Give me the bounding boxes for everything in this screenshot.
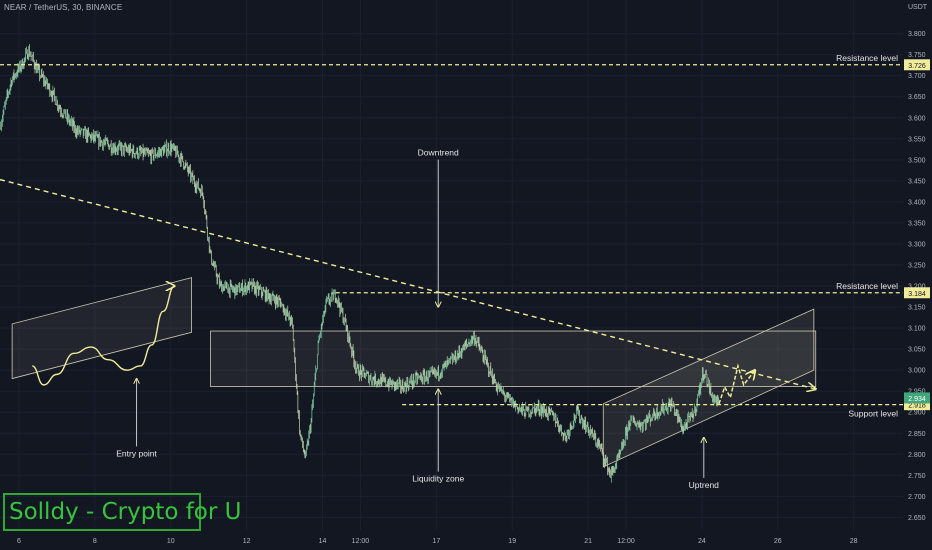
level-label: Support level — [848, 409, 898, 419]
y-tick-label: 3.700 — [908, 73, 926, 80]
y-tick-label: 3.650 — [908, 94, 926, 101]
annotations-layer: Resistance level Resistance level Support … — [116, 53, 898, 490]
annotation-label: Uptrend — [689, 480, 720, 490]
y-tick-label: 2.950 — [908, 389, 926, 396]
level-price-tag — [904, 399, 930, 411]
projection-path — [718, 363, 755, 405]
level-price-tag — [904, 59, 930, 71]
candles-layer — [0, 44, 720, 483]
entry-example-curve — [31, 286, 174, 386]
y-tick-label: 3.000 — [908, 368, 926, 375]
x-tick-label: 12:00 — [352, 538, 370, 545]
y-tick-label: 3.250 — [908, 263, 926, 270]
uptrend-channel — [602, 308, 815, 468]
level-price-tag-text: 3.726 — [908, 63, 926, 70]
y-tick-label: 3.450 — [908, 178, 926, 185]
x-tick-label: 6 — [17, 538, 21, 545]
y-tick-label: 3.200 — [908, 284, 926, 291]
chart-grid — [0, 0, 903, 530]
entry-example-channel — [11, 277, 193, 380]
level-price-tag-text: 3.184 — [908, 291, 926, 298]
x-tick-label: 10 — [167, 538, 175, 545]
y-tick-label: 3.750 — [908, 52, 926, 59]
x-tick-label: 19 — [508, 538, 516, 545]
x-tick-label: 21 — [584, 538, 592, 545]
level-price-tag-text: 2.918 — [908, 403, 926, 410]
y-tick-label: 3.800 — [908, 31, 926, 38]
level-label: Resistance level — [836, 53, 898, 63]
level-label: Resistance level — [836, 281, 898, 291]
y-tick-label: 2.800 — [908, 452, 926, 459]
brand-watermark: Solldy - Crypto for U — [3, 493, 241, 531]
liquidity-zone — [210, 330, 817, 387]
y-tick-label: 3.600 — [908, 115, 926, 122]
price-axis[interactable]: 3.800 3.750 3.700 3.650 3.600 3.550 3.500 3.450… — [908, 31, 926, 522]
current-price-tag — [904, 392, 930, 404]
level-price-tag — [904, 287, 930, 299]
x-tick-label: 14 — [319, 538, 327, 545]
x-tick-label: 28 — [850, 538, 858, 545]
y-tick-label: 3.300 — [908, 241, 926, 248]
x-tick-label: 17 — [432, 538, 440, 545]
annotation-label: Downtrend — [418, 148, 459, 158]
y-tick-label: 3.150 — [908, 305, 926, 312]
x-tick-label: 12 — [243, 538, 251, 545]
y-tick-label: 3.500 — [908, 157, 926, 164]
x-tick-label: 26 — [774, 538, 782, 545]
y-tick-label: 3.400 — [908, 199, 926, 206]
y-tick-label: 3.350 — [908, 220, 926, 227]
y-tick-label: 3.050 — [908, 347, 926, 354]
time-axis[interactable]: 6 8 10 12 14 12:00 17 19 21 12:00 24 26 28 — [17, 538, 858, 545]
symbol-header[interactable]: NEAR / TetherUS, 30, BINANCE — [4, 3, 123, 12]
y-tick-label: 2.850 — [908, 431, 926, 438]
x-tick-label: 8 — [93, 538, 97, 545]
x-tick-label: 24 — [698, 538, 706, 545]
zones-layer — [11, 277, 817, 468]
current-price-tag-text: 2.934 — [908, 396, 926, 403]
x-tick-label: 12:00 — [617, 538, 635, 545]
currency-label: USDT — [908, 4, 928, 11]
y-tick-label: 2.900 — [908, 410, 926, 417]
y-tick-label: 2.650 — [908, 515, 926, 522]
annotation-label: Entry point — [116, 448, 157, 458]
y-tick-label: 3.550 — [908, 136, 926, 143]
lines-layer — [0, 64, 903, 406]
y-tick-label: 2.750 — [908, 473, 926, 480]
annotation-label: Liquidity zone — [412, 474, 464, 484]
y-tick-label: 2.700 — [908, 494, 926, 501]
y-tick-label: 3.100 — [908, 326, 926, 333]
